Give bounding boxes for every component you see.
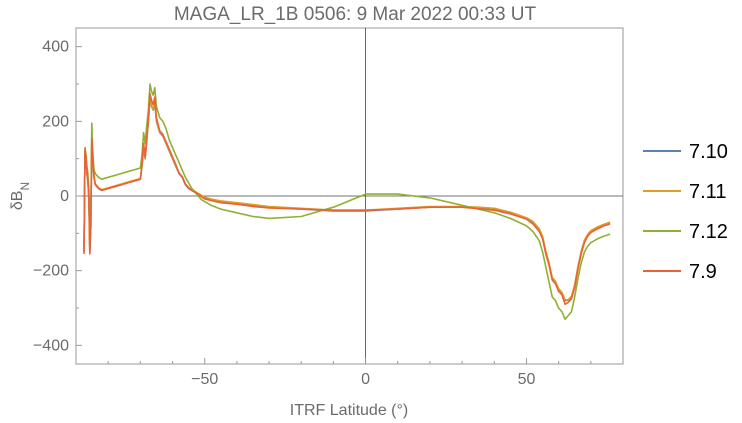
- y-tick-label: −400: [33, 337, 69, 354]
- x-axis: −50 0 50: [75, 358, 624, 388]
- series-line-7.11: [83, 97, 611, 301]
- series-line-7.10: [83, 98, 611, 302]
- chart-title: MAGA_LR_1B 0506: 9 Mar 2022 00:33 UT: [174, 4, 537, 25]
- y-axis: −400 −200 0 200 400: [33, 39, 82, 354]
- y-tick-label: 400: [42, 39, 69, 56]
- y-axis-label-main: δB: [9, 191, 26, 211]
- x-axis-label: ITRF Latitude (°): [290, 402, 408, 419]
- legend-label: 7.10: [689, 141, 728, 163]
- legend-label: 7.11: [689, 181, 726, 203]
- series-group: [83, 83, 611, 321]
- legend-label: 7.12: [689, 221, 728, 243]
- y-axis-label-subscript: N: [18, 182, 32, 191]
- y-tick-label: −200: [33, 263, 69, 280]
- y-axis-label: δBN: [9, 182, 32, 210]
- y-tick-label: 200: [42, 113, 69, 130]
- legend: 7.10 7.11 7.12 7.9: [643, 141, 728, 283]
- x-tick-label: −50: [191, 371, 218, 388]
- x-tick-label: 50: [518, 371, 536, 388]
- legend-label: 7.9: [689, 261, 717, 283]
- series-line-7.12: [83, 83, 611, 321]
- x-tick-label: 0: [361, 371, 370, 388]
- y-tick-label: 0: [60, 188, 69, 205]
- series-line-7.9: [83, 92, 611, 306]
